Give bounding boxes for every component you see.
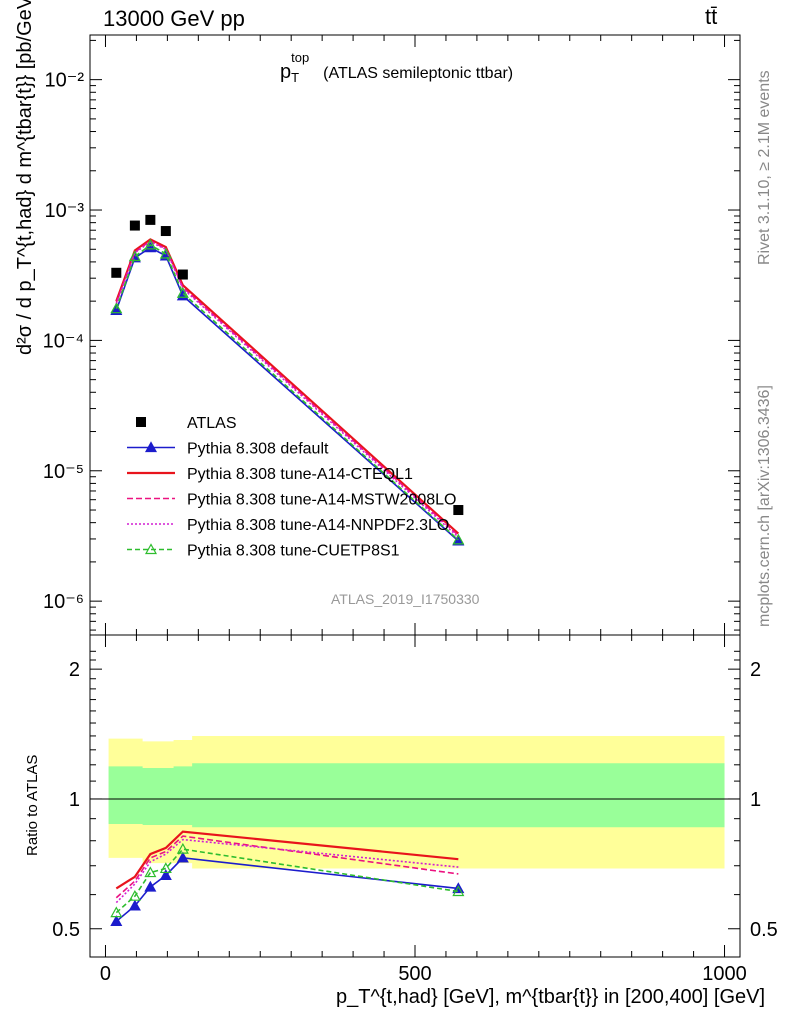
legend-label: Pythia 8.308 tune-A14-CTEQL1 bbox=[187, 466, 413, 483]
series-line bbox=[115, 243, 459, 541]
legend-marker bbox=[144, 441, 158, 453]
legend-label: Pythia 8.308 default bbox=[187, 441, 329, 458]
data-point bbox=[160, 226, 171, 237]
y-tick-label-top: 10⁻² bbox=[45, 70, 85, 92]
title-sup: top bbox=[291, 50, 310, 65]
series-marker bbox=[176, 287, 189, 298]
y-tick-label-ratio-right: 1 bbox=[750, 789, 761, 811]
legend-label: ATLAS bbox=[187, 415, 237, 432]
data-point bbox=[111, 267, 122, 278]
y-tick-label-top: 10⁻⁶ bbox=[43, 591, 84, 613]
axis-ticks bbox=[90, 35, 740, 957]
series-marker bbox=[110, 906, 123, 918]
series-marker bbox=[128, 899, 141, 911]
title-rest: (ATLAS semileptonic ttbar) bbox=[323, 65, 514, 82]
y-tick-label-ratio-right: 0.5 bbox=[750, 919, 778, 941]
inner-uncertainty-band bbox=[108, 763, 725, 828]
data-point bbox=[145, 214, 156, 225]
y-tick-label-top: 10⁻⁴ bbox=[43, 330, 84, 352]
series-marker bbox=[144, 880, 157, 892]
series-marker bbox=[176, 851, 189, 863]
series-marker bbox=[159, 247, 172, 259]
series-line bbox=[115, 848, 459, 914]
x-tick-label: 0 bbox=[100, 963, 111, 985]
series-marker bbox=[452, 533, 465, 545]
data-point bbox=[129, 220, 140, 231]
x-tick-label: 500 bbox=[398, 963, 431, 985]
series-marker bbox=[159, 869, 172, 880]
legend-label: Pythia 8.308 tune-CUETP8S1 bbox=[187, 543, 400, 560]
title-sub: T bbox=[291, 70, 300, 85]
series-marker bbox=[110, 302, 123, 314]
data-points bbox=[111, 214, 464, 516]
series-marker bbox=[144, 238, 157, 250]
y-tick-label-ratio-right: 2 bbox=[750, 659, 761, 681]
y-axis-label-ratio: Ratio to ATLAS bbox=[24, 754, 41, 856]
process-label: tt̄ bbox=[705, 4, 718, 29]
reference-label: ATLAS_2019_I1750330 bbox=[331, 591, 480, 607]
series-line bbox=[115, 240, 459, 538]
x-axis-label: p_T^{t,had} [GeV], m^{tbar{t}} in [200,4… bbox=[336, 986, 766, 1008]
uncertainty-bands bbox=[108, 735, 725, 869]
series-marker bbox=[144, 866, 157, 878]
y-axis-label-text: d²σ / d p_T^{t,had} d m^{tbar{t}} [pb/Ge… bbox=[14, 0, 36, 355]
series-group bbox=[110, 238, 465, 927]
y-tick-label-ratio: 0.5 bbox=[52, 919, 80, 941]
y-tick-label-top: 10⁻³ bbox=[45, 200, 85, 222]
data-point bbox=[177, 269, 188, 280]
series-marker bbox=[110, 915, 123, 927]
series-marker bbox=[159, 862, 172, 874]
series-marker bbox=[110, 304, 123, 315]
y-tick-label-ratio: 1 bbox=[69, 789, 80, 811]
series-line bbox=[115, 830, 459, 890]
series-marker bbox=[452, 885, 465, 897]
legend-marker bbox=[136, 417, 146, 427]
series-line bbox=[115, 838, 459, 904]
data-point bbox=[453, 505, 464, 516]
legend-label: Pythia 8.308 tune-A14-MSTW2008LO bbox=[187, 492, 456, 509]
legend-marker bbox=[144, 543, 158, 555]
series-marker bbox=[128, 889, 141, 901]
title-main: p bbox=[280, 61, 292, 83]
legend-label: Pythia 8.308 tune-A14-NNPDF2.3LO bbox=[187, 517, 449, 534]
series-marker bbox=[176, 842, 189, 854]
x-tick-label: 1000 bbox=[702, 963, 747, 985]
plot-title: p top T (ATLAS semileptonic ttbar) bbox=[280, 50, 514, 85]
energy-label: 13000 GeV pp bbox=[103, 6, 245, 31]
series-marker bbox=[128, 250, 141, 262]
y-tick-label-top: 10⁻⁵ bbox=[43, 461, 84, 483]
tick-labels: 0 500 1000 10⁻⁶ 10⁻⁵ 10⁻⁴ 10⁻³ 10⁻² 0.5 0.5 1 1 2 2 bbox=[43, 70, 778, 985]
series-line bbox=[115, 835, 459, 899]
y-tick-label-ratio: 2 bbox=[69, 659, 80, 681]
legend: ATLAS Pythia 8.308 default Pythia 8.308 tu… bbox=[127, 415, 456, 560]
y-axis-label-top: d²σ / d p_T^{t,had} d m^{tbar{t}} [pb/Ge… bbox=[14, 0, 37, 355]
